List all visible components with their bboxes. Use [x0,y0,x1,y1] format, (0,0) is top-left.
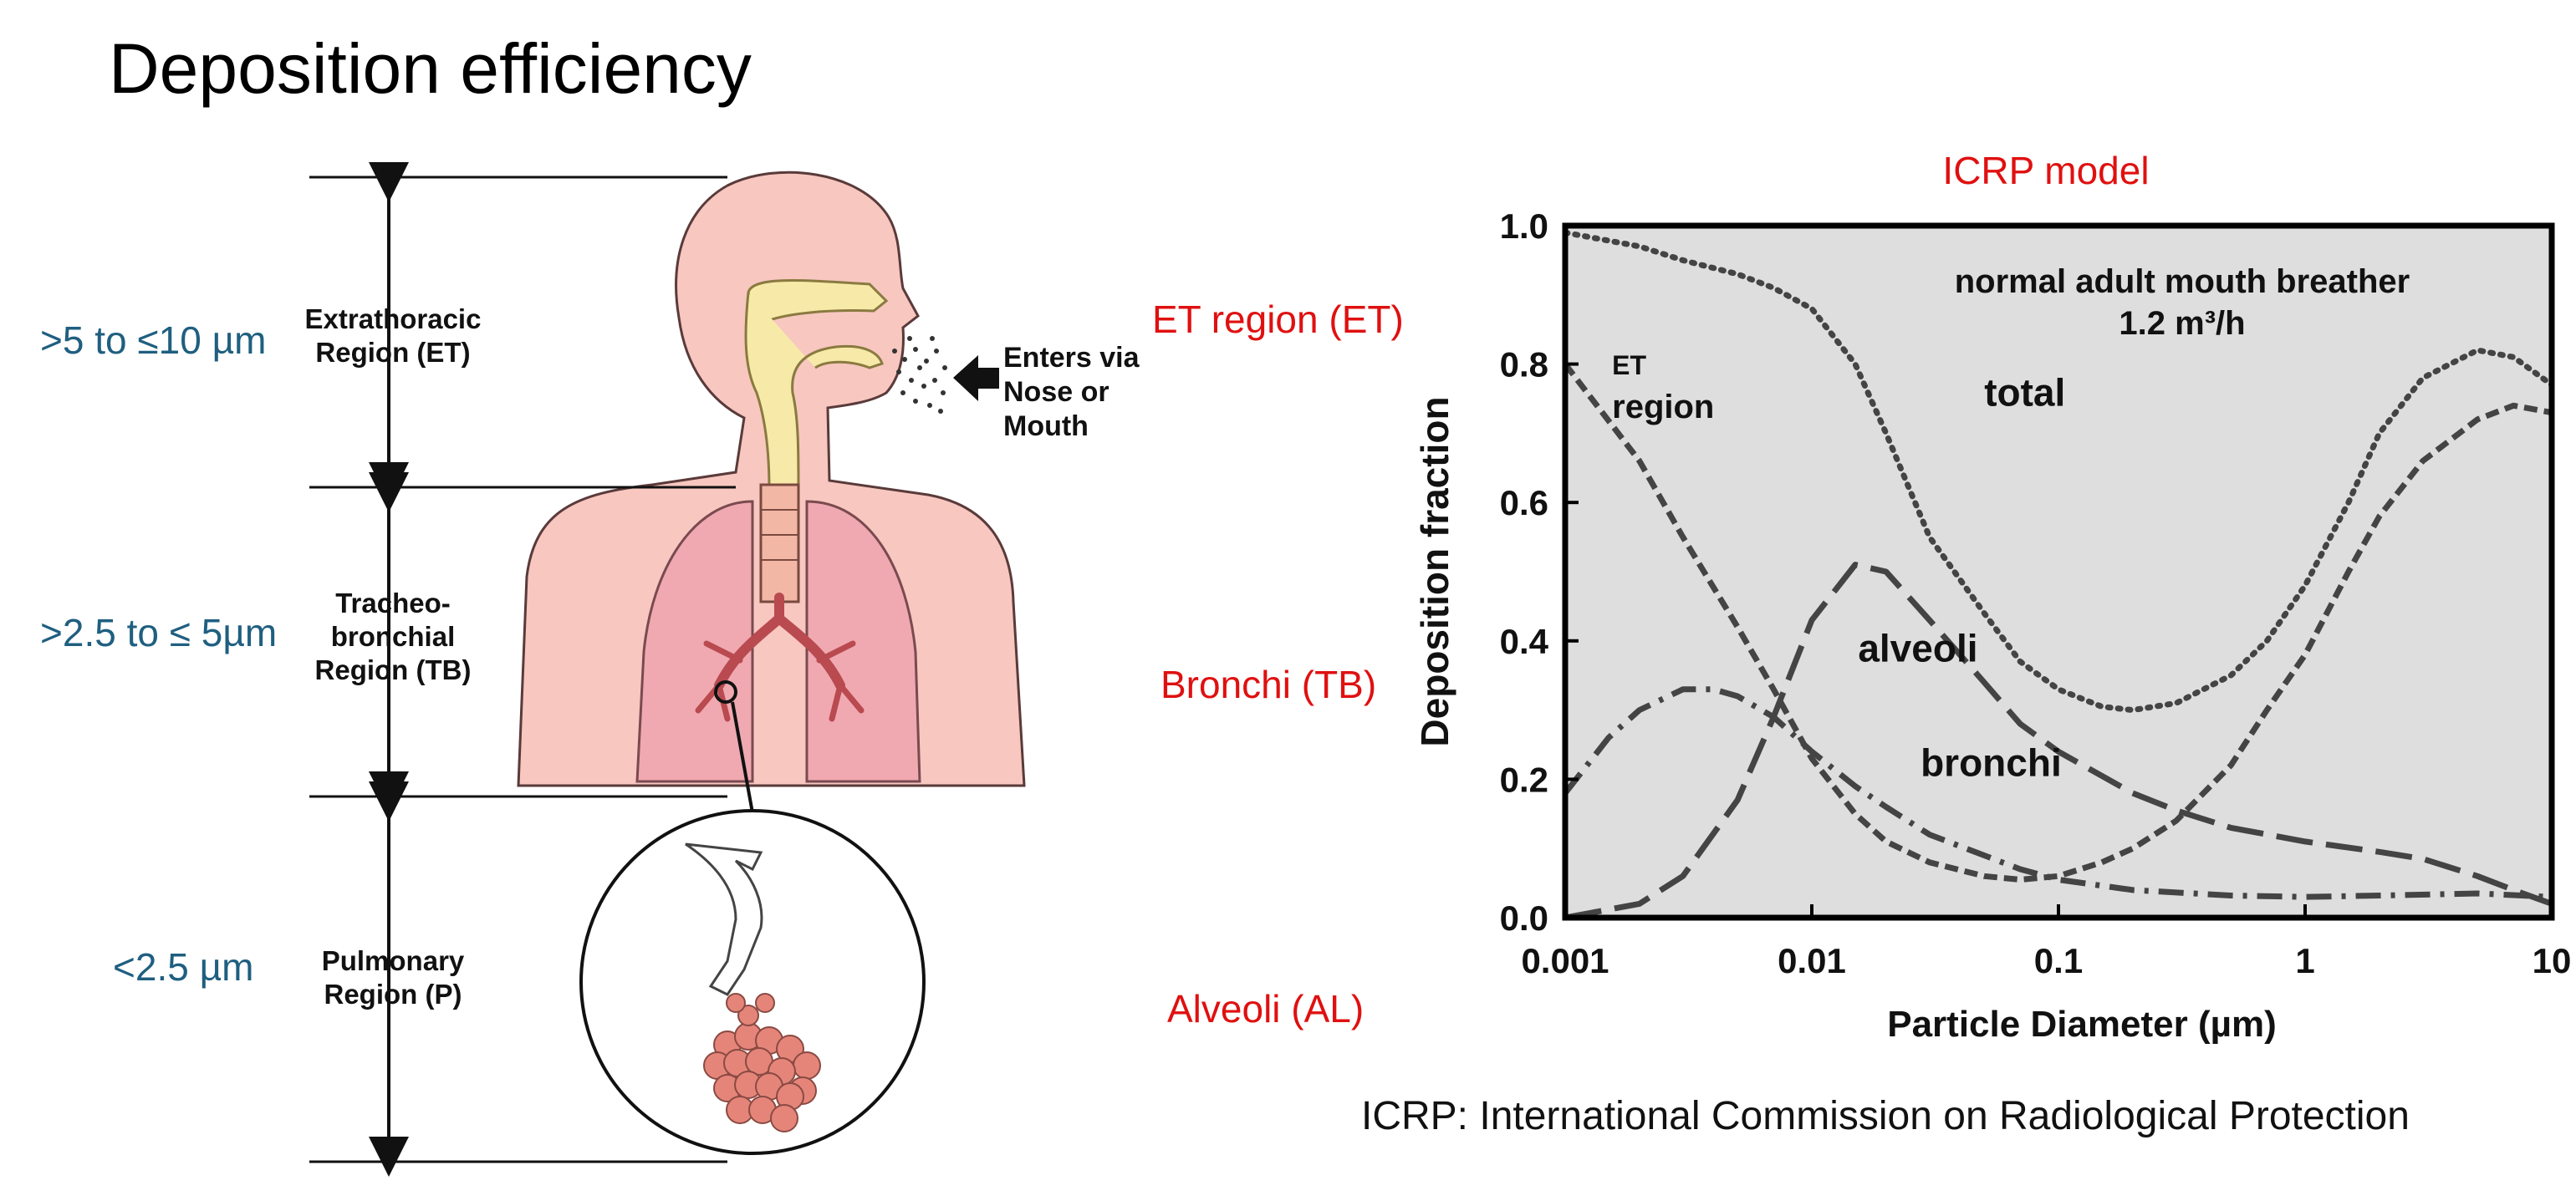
region-label-line: bronchial [330,621,456,652]
y-tick-label: 0.0 [1500,898,1548,938]
enters-via-label: Enters via Nose or Mouth [1003,341,1140,444]
region-label-line: Region (ET) [315,337,471,368]
x-tick-label: 10 [2533,941,2572,980]
x-axis-label: Particle Diameter (µm) [1887,1004,2277,1045]
y-tick-label: 0.2 [1500,760,1548,799]
chart-title: ICRP model [1942,149,2149,192]
y-axis-label: Deposition fraction [1413,396,1456,746]
deposition-chart: ICRP model 0.001 0.01 0.1 1 100.00.20.40.60.… [1413,149,2572,1045]
enter-arrow-icon [953,355,999,401]
y-tick-label: 0.8 [1500,345,1548,384]
mapping-label-et: ET region (ET) [1152,298,1404,341]
chart-annotation-line-2: 1.2 m³/h [2119,305,2245,342]
region-label-line: Region (P) [324,979,462,1010]
nasal-airway [744,279,889,491]
y-tick-label: 1.0 [1500,206,1548,246]
series-label-line: alveoli [1858,627,1977,670]
series-label-line: ET [1612,350,1646,380]
enters-line: Enters via [1003,342,1140,374]
region-label-line: Pulmonary [321,945,465,976]
series-label-line: region [1612,389,1714,425]
size-label-p: <2.5 µm [113,945,254,989]
region-label-line: Extrathoracic [304,303,482,334]
particle-cloud-icon [892,336,947,414]
region-label-line: Region (TB) [314,654,472,685]
series-line-alveoli [1564,562,2553,921]
region-label-pulmonary: Pulmonary Region (P) [288,944,497,1011]
enters-line: Nose or [1003,376,1109,408]
region-label-tracheobronchial: Tracheo- bronchial Region (TB) [288,587,497,687]
series-label-layer: total ET region alveoli bronchi [1612,350,2065,784]
region-label-line: Tracheo- [335,588,451,618]
footnote: ICRP: International Commission on Radiol… [1361,1094,2410,1138]
respiratory-tract-illustration [309,162,1026,1177]
bronchial-tree [695,593,865,722]
series-layer [1562,229,2555,921]
series-line-et-region [1563,362,2553,883]
mapping-label-al: Alveoli (AL) [1167,987,1365,1031]
series-label-line: bronchi [1921,740,2062,784]
y-tick-label: 0.4 [1500,622,1549,661]
x-tick-label: 0.001 [1521,941,1609,980]
x-tick-label: 1 [2295,941,2314,980]
series-label-et-region: ET region [1612,350,1714,425]
series-label-total: total [1984,370,2065,414]
series-line-total [1562,229,2555,714]
size-label-et: >5 to ≤10 µm [40,318,267,362]
alveoli-magnified-view [579,809,926,1155]
series-label-bronchi: bronchi [1921,740,2062,784]
series-label-alveoli: alveoli [1858,627,1977,670]
region-label-extrathoracic: Extrathoracic Region (ET) [288,303,497,369]
plot-area [1565,226,2552,918]
tick-layer: 0.001 0.01 0.1 1 10 0.0 0.2 0.4 0.6 0.8 1.0 [1500,206,2572,980]
size-label-tb: >2.5 to ≤ 5µm [40,611,278,654]
series-line-bronchi [1563,686,2553,900]
y-tick-label: 0.6 [1500,483,1548,522]
slide-title: Deposition efficiency [109,29,752,108]
x-tick-label: 0.1 [2034,941,2083,980]
enters-line: Mouth [1003,410,1089,442]
series-label-line: total [1984,370,2065,414]
mapping-label-tb: Bronchi (TB) [1160,663,1377,706]
x-tick-label: 0.01 [1778,941,1846,980]
chart-annotation-line-1: normal adult mouth breather [1955,263,2410,300]
trachea [759,483,800,603]
